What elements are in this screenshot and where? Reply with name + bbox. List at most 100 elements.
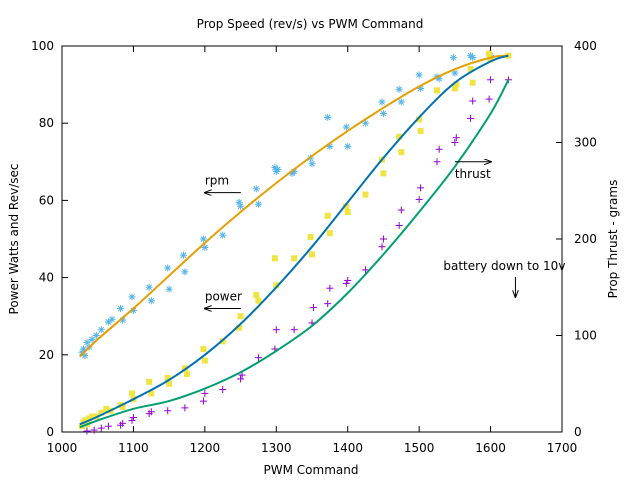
power-point bbox=[343, 203, 350, 210]
thrust-point bbox=[344, 276, 352, 284]
thrust-point bbox=[199, 397, 207, 405]
y-tick-label: 0 bbox=[46, 425, 54, 439]
power-point bbox=[309, 251, 315, 258]
x-tick-label: 1600 bbox=[475, 441, 506, 455]
rpm-point bbox=[108, 315, 116, 323]
y-tick-label: 60 bbox=[39, 193, 54, 207]
power-point bbox=[453, 81, 460, 88]
thrust-point bbox=[147, 408, 155, 416]
rpm-point bbox=[395, 85, 403, 93]
power-point bbox=[148, 390, 155, 397]
power-point bbox=[417, 127, 424, 134]
power-point bbox=[201, 357, 208, 364]
chart-title: Prop Speed (rev/s) vs PWM Command bbox=[197, 17, 424, 31]
thrust-point bbox=[309, 304, 317, 312]
rpm-point bbox=[201, 243, 209, 251]
y2-tick-label: 400 bbox=[574, 39, 597, 53]
y-tick-label: 100 bbox=[31, 39, 54, 53]
rpm-point bbox=[451, 69, 459, 77]
rpm-point bbox=[342, 123, 350, 131]
rpm-point bbox=[362, 119, 370, 127]
thrust-point bbox=[201, 389, 209, 397]
rpm-point bbox=[219, 231, 227, 239]
power-point bbox=[467, 66, 474, 73]
annotation-label: rpm bbox=[205, 174, 229, 188]
thrust-point bbox=[415, 195, 423, 203]
power-point bbox=[396, 133, 403, 140]
rpm-point bbox=[449, 54, 457, 62]
power-point bbox=[416, 116, 423, 123]
x-axis-label: PWM Command bbox=[264, 463, 359, 477]
power-point bbox=[326, 230, 333, 237]
power-point bbox=[200, 346, 207, 353]
thrust-point bbox=[326, 284, 334, 292]
power-point bbox=[362, 191, 369, 198]
thrust-point bbox=[128, 416, 136, 424]
rpm-point bbox=[397, 98, 405, 106]
rpm-point bbox=[199, 235, 207, 243]
thrust-point bbox=[451, 139, 459, 146]
thrust-point bbox=[487, 76, 495, 84]
rpm-point bbox=[179, 251, 187, 259]
rpm-point bbox=[415, 71, 423, 79]
thrust-point bbox=[237, 375, 245, 383]
y-axis-label: Power Watts and Rev/sec bbox=[7, 164, 21, 315]
power-point bbox=[129, 390, 135, 397]
power-point bbox=[434, 87, 440, 94]
y2-ticks: 0 100 200 300 400 bbox=[556, 39, 597, 439]
thrust-point bbox=[90, 426, 98, 434]
power-point bbox=[505, 52, 512, 59]
rpm-point bbox=[252, 185, 260, 193]
power-point bbox=[237, 313, 244, 320]
thrust-point bbox=[362, 266, 370, 274]
y-ticks: 0 20 40 60 80 100 bbox=[31, 39, 68, 439]
thrust-point bbox=[433, 158, 441, 166]
thrust-point bbox=[272, 326, 280, 334]
thrust-point bbox=[342, 279, 350, 287]
rpm-point bbox=[274, 166, 282, 174]
thrust-point bbox=[104, 422, 112, 430]
power-point bbox=[380, 170, 387, 177]
x-tick-label: 1200 bbox=[190, 441, 221, 455]
rpm-point bbox=[165, 285, 173, 293]
power-point bbox=[181, 365, 188, 372]
y2-tick-label: 300 bbox=[574, 136, 597, 150]
thrust-point bbox=[254, 354, 262, 362]
x-tick-label: 1400 bbox=[332, 441, 363, 455]
thrust-point bbox=[219, 386, 227, 394]
power-point bbox=[166, 380, 173, 387]
thrust-point bbox=[324, 300, 332, 308]
y2-tick-label: 100 bbox=[574, 329, 597, 343]
x-tick-label: 1300 bbox=[261, 441, 292, 455]
rpm-point bbox=[237, 202, 245, 210]
power-point bbox=[81, 417, 88, 424]
power-point bbox=[398, 149, 405, 156]
x-tick-label: 1000 bbox=[47, 441, 78, 455]
thrust-point bbox=[181, 404, 189, 412]
power-point bbox=[119, 403, 126, 410]
rpm-point bbox=[344, 142, 352, 150]
rpm-point bbox=[97, 326, 105, 334]
thrust-point bbox=[129, 414, 137, 422]
rpm-point bbox=[92, 332, 100, 339]
thrust-point bbox=[469, 97, 477, 105]
rpm-point bbox=[379, 110, 387, 118]
rpm-point bbox=[128, 293, 136, 301]
rpm-point bbox=[104, 318, 112, 326]
annotation-label: thrust bbox=[455, 167, 491, 181]
thrust-point bbox=[238, 371, 246, 379]
y2-tick-label: 200 bbox=[574, 232, 597, 246]
y-tick-label: 80 bbox=[39, 116, 54, 130]
fit-lines bbox=[79, 54, 510, 429]
thrust-point bbox=[395, 221, 403, 229]
rpm-point bbox=[117, 304, 125, 312]
x-ticks: 1000 1100 1200 1300 1400 1500 1600 1700 bbox=[47, 46, 577, 455]
rpm-point bbox=[164, 264, 172, 272]
thrust-point bbox=[452, 134, 460, 142]
power-point bbox=[273, 282, 280, 289]
power-fit-line bbox=[79, 54, 509, 426]
thrust-point bbox=[435, 145, 443, 153]
thrust-point bbox=[417, 184, 425, 192]
x-tick-label: 1500 bbox=[404, 441, 435, 455]
